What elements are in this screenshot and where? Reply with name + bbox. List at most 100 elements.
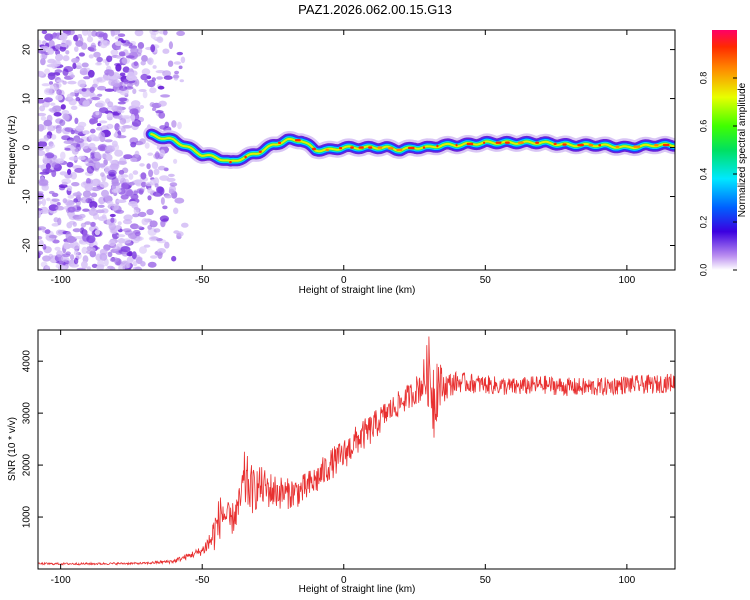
spectrogram-noise-blob — [162, 48, 170, 54]
spectrogram-noise-blob — [160, 197, 165, 205]
spectrogram-noise-blob — [88, 54, 94, 59]
spectrogram-noise-blob — [78, 155, 86, 161]
spectrogram-noise-blob — [148, 169, 154, 178]
spectrogram-noise-blob — [98, 131, 106, 140]
spectrogram-noise-blob — [149, 102, 155, 108]
spectrogram-noise-blob — [173, 61, 181, 65]
spectrogram-noise-blob — [81, 62, 89, 68]
spectrogram-noise-blob — [87, 69, 95, 78]
spectrogram-noise-blob — [86, 165, 95, 174]
spectrogram-noise-blob — [99, 41, 108, 49]
spectrogram-y-tick-label: -20 — [22, 238, 33, 253]
spectrogram-noise-blob — [96, 77, 103, 82]
spectrogram-noise-blob — [131, 251, 137, 260]
spectrogram-noise-blob — [128, 232, 138, 240]
spectrogram-noise-blob — [91, 96, 101, 101]
spectrogram-noise-blob — [118, 264, 125, 270]
spectrogram-noise-blob — [44, 33, 54, 41]
spectrogram-noise-blob — [123, 214, 133, 221]
spectrogram-noise-blob — [152, 65, 157, 69]
spectrogram-noise-blob — [107, 251, 113, 258]
spectrogram-peak — [615, 145, 620, 148]
spectrogram-noise-blob — [139, 163, 145, 167]
spectrogram-noise-blob — [60, 151, 66, 160]
spectrogram-noise-blob — [94, 151, 101, 159]
spectrogram-noise-blob — [47, 48, 54, 55]
spectrogram-noise-blob — [50, 102, 56, 106]
spectrogram-peak — [598, 144, 602, 147]
spectrogram-noise-blob — [132, 225, 143, 229]
spectrogram-noise-blob — [122, 228, 132, 233]
spectrogram-noise-blob — [166, 177, 176, 182]
spectrogram-noise-blob — [38, 112, 47, 117]
spectrogram-noise-blob — [66, 185, 73, 192]
spectrogram-noise-blob — [164, 194, 173, 199]
spectrogram-noise-blob — [117, 221, 122, 226]
spectrogram-noise-blob — [141, 181, 147, 188]
colorbar: 0.0 0.2 0.4 0.6 0.8 Normalized spectral ampl… — [698, 30, 748, 276]
colorbar-tick-label: 0.8 — [698, 72, 708, 85]
spectrogram-noise-blob — [139, 138, 146, 145]
spectrogram-noise-blob — [155, 38, 163, 42]
spectrogram-noise-blob — [115, 63, 122, 72]
spectrogram-noise-blob — [130, 157, 138, 162]
snr-x-tick-label: -100 — [51, 575, 71, 586]
spectrogram-noise-blob — [108, 222, 117, 231]
colorbar-ticks: 0.0 0.2 0.4 0.6 0.8 — [698, 72, 737, 276]
spectrogram-noise-blob — [95, 209, 105, 214]
spectrogram-noise-blob — [38, 138, 49, 142]
spectrogram-noise-blob — [55, 53, 64, 62]
spectrogram-noise-blob — [56, 229, 63, 236]
spectrogram-noise-blob — [149, 220, 158, 228]
spectrogram-noise-blob — [44, 152, 55, 159]
spectrogram-noise-blob — [154, 183, 159, 188]
spectrogram-noise-blob — [79, 67, 88, 76]
spectrogram-noise-blob — [77, 34, 83, 39]
spectrogram-noise-blob — [180, 56, 186, 64]
spectrogram-noise-blob — [133, 61, 139, 67]
spectrogram-noise-blob — [73, 89, 80, 94]
spectrogram-noise-blob — [115, 41, 123, 47]
spectrogram-peak — [312, 147, 316, 151]
spectrogram-noise-blob — [59, 45, 66, 52]
spectrogram-noise-blob — [82, 130, 90, 135]
spectrogram-noise-blob — [48, 108, 56, 112]
spectrogram-noise-blob — [77, 79, 87, 88]
spectrogram-noise-blob — [121, 57, 131, 64]
spectrogram-marks — [38, 30, 675, 270]
spectrogram-noise-blob — [41, 198, 47, 207]
spectrogram-noise-blob — [134, 78, 140, 87]
spectrogram-noise-blob — [115, 209, 125, 214]
spectrogram-noise-blob — [136, 188, 145, 194]
spectrogram-noise-blob — [85, 162, 95, 167]
spectrogram-noise-blob — [113, 115, 122, 119]
spectrogram-noise-blob — [54, 246, 61, 251]
spectrogram-noise-blob — [132, 88, 137, 95]
spectrogram-noise-blob — [41, 30, 48, 35]
spectrogram-noise-blob — [181, 222, 189, 228]
spectrogram-noise-blob — [38, 210, 41, 219]
spectrogram-noise-blob — [157, 186, 164, 194]
spectrogram-noise-blob — [80, 196, 89, 204]
spectrogram-noise-blob — [96, 85, 107, 91]
spectrogram-noise-blob — [122, 219, 133, 225]
spectrogram-noise-blob — [169, 185, 176, 194]
spectrogram-noise-blob — [146, 208, 154, 216]
spectrogram-noise-blob — [176, 30, 186, 36]
spectrogram-noise-blob — [39, 105, 46, 112]
spectrogram-noise-blob — [141, 55, 148, 62]
spectrogram-noise-blob — [38, 179, 49, 186]
spectrogram-noise-blob — [127, 201, 138, 207]
spectrogram-peak — [258, 150, 262, 153]
spectrogram-x-tick-label: -100 — [51, 275, 71, 286]
spectrogram-noise-blob — [79, 36, 84, 45]
spectrogram-noise-blob — [62, 68, 69, 76]
spectrogram-peak — [244, 155, 247, 159]
spectrogram-noise-blob — [95, 62, 102, 66]
spectrogram-noise-blob — [117, 174, 124, 182]
spectrogram-noise-blob — [38, 70, 44, 74]
spectrogram-noise-blob — [163, 30, 168, 36]
figure-title: PAZ1.2026.062.00.15.G13 — [298, 2, 452, 17]
spectrogram-noise-blob — [60, 43, 68, 48]
